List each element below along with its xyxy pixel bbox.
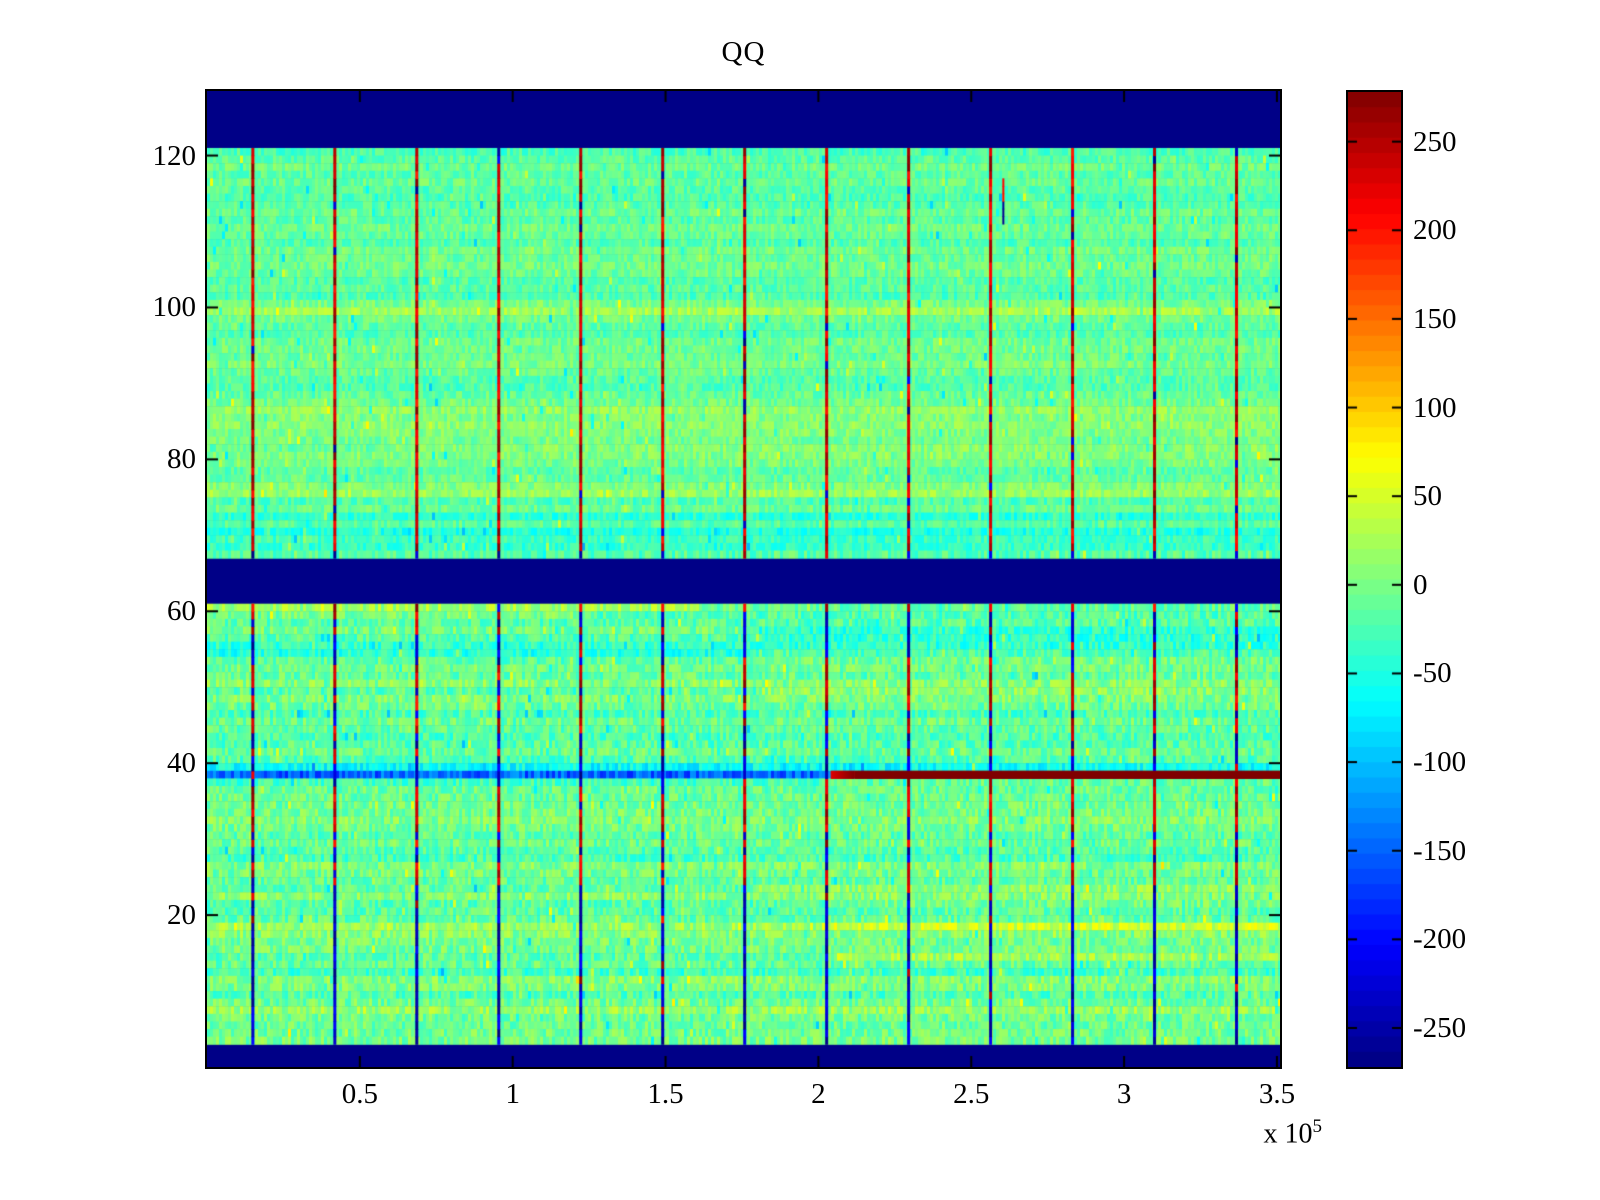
x-tick-label: 3 (1116, 1078, 1132, 1110)
x-tick-label: 1 (505, 1078, 520, 1110)
x-axis-exponent-label: x 105 (1150, 1116, 1323, 1150)
x-tick-label: 2 (811, 1078, 826, 1110)
colorbar-tick-label: 0 (1413, 568, 1428, 601)
y-tick-label: 120 (152, 139, 197, 172)
heatmap-canvas (207, 91, 1280, 1067)
x-tick-label: 2.5 (953, 1078, 990, 1110)
x-tick-label: 3.5 (1258, 1078, 1296, 1110)
colorbar-tick-label: -100 (1413, 746, 1467, 779)
colorbar-tick-label: 100 (1413, 391, 1457, 424)
y-tick-label: 20 (167, 899, 196, 932)
y-tick-label: 60 (167, 595, 196, 628)
colorbar-tick-label: 250 (1413, 125, 1457, 158)
colorbar-tick-label: 200 (1413, 214, 1457, 247)
colorbar (1346, 90, 1403, 1069)
colorbar-tick-label: -250 (1413, 1012, 1467, 1044)
colorbar-canvas (1348, 92, 1401, 1067)
colorbar-tick-label: -200 (1413, 923, 1467, 956)
x-tick-label: 1.5 (647, 1078, 684, 1110)
y-tick-label: 100 (152, 291, 197, 324)
exponent-value: 5 (1312, 1116, 1323, 1137)
x-tick-label: 0.5 (341, 1078, 378, 1110)
colorbar-tick-label: -150 (1413, 834, 1467, 867)
colorbar-tick-label: 50 (1413, 480, 1442, 513)
chart-title: QQ (721, 36, 766, 68)
colorbar-tick-label: 150 (1413, 302, 1457, 335)
exponent-prefix: x 10 (1263, 1118, 1313, 1150)
y-tick-label: 80 (167, 443, 196, 476)
colorbar-tick-label: -50 (1413, 657, 1452, 690)
heatmap-plot-area (205, 89, 1282, 1069)
y-tick-label: 40 (167, 747, 196, 780)
